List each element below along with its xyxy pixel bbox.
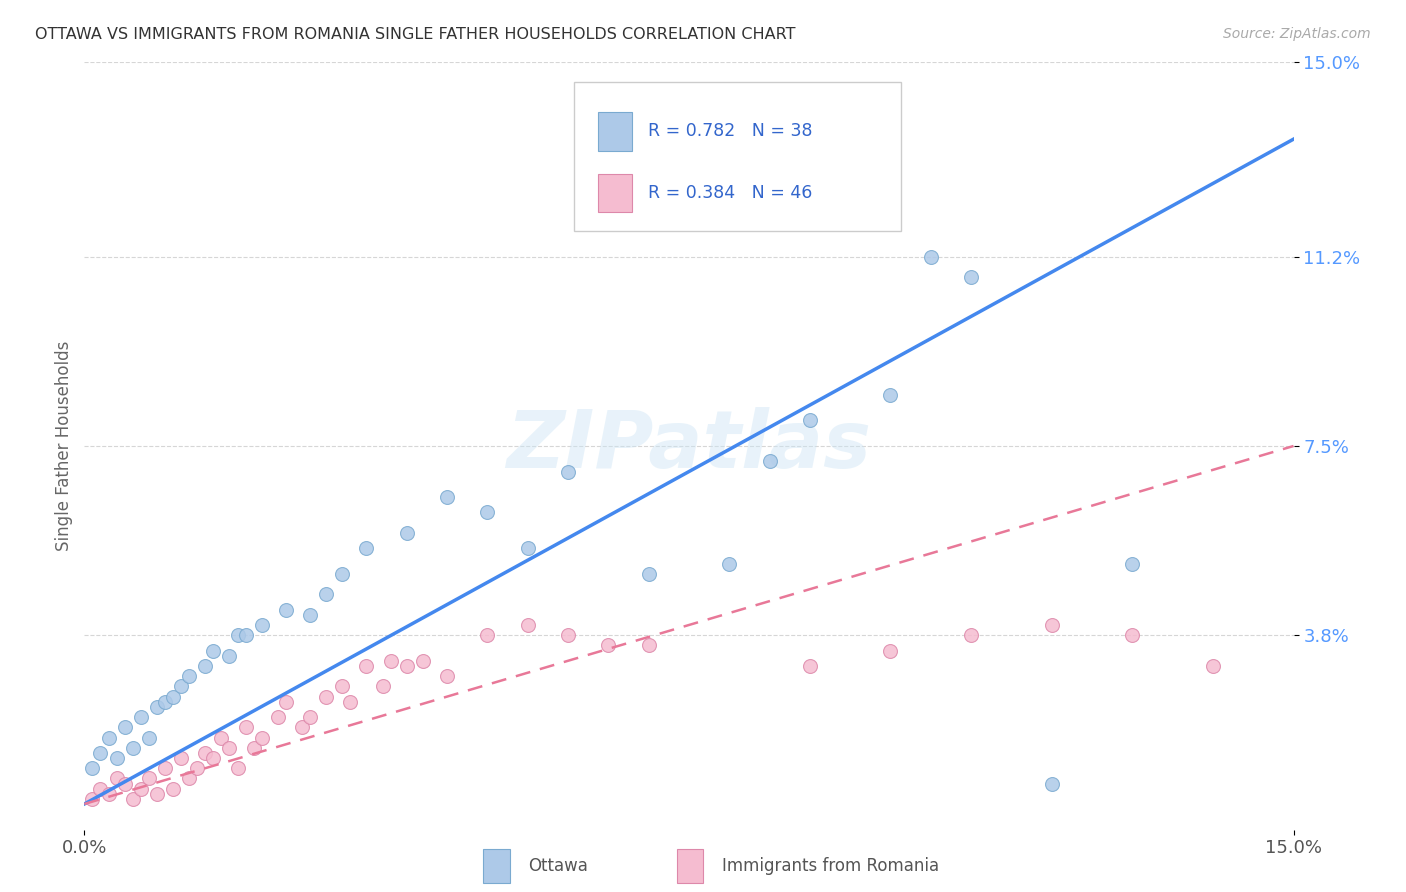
Point [371,679,394,693]
Point [226,628,249,642]
Point [330,679,353,693]
Point [758,454,780,468]
Point [202,751,225,765]
Point [1121,628,1143,642]
Point [356,541,378,556]
Point [291,720,314,734]
Point [170,751,193,765]
Point [799,413,821,427]
Point [153,761,176,775]
Point [879,643,901,657]
Point [718,557,741,571]
Y-axis label: Single Father Households: Single Father Households [55,341,73,551]
Point [395,525,418,540]
Point [637,566,659,581]
Text: Ottawa: Ottawa [529,857,588,875]
Point [218,648,240,663]
Point [250,618,273,632]
Point [121,740,143,755]
Text: Source: ZipAtlas.com: Source: ZipAtlas.com [1223,27,1371,41]
Point [235,628,257,642]
FancyBboxPatch shape [676,849,703,883]
Point [162,781,184,796]
Point [194,659,217,673]
Point [179,669,201,683]
Point [274,695,297,709]
Point [242,740,264,755]
Point [960,628,983,642]
Point [146,699,169,714]
FancyBboxPatch shape [599,112,633,151]
Text: OTTAWA VS IMMIGRANTS FROM ROMANIA SINGLE FATHER HOUSEHOLDS CORRELATION CHART: OTTAWA VS IMMIGRANTS FROM ROMANIA SINGLE… [35,27,796,42]
Point [960,270,983,285]
Point [339,695,361,709]
Text: R = 0.384   N = 46: R = 0.384 N = 46 [648,184,813,202]
Point [235,720,257,734]
Point [330,566,353,581]
Point [179,772,201,786]
Point [146,787,169,801]
Point [82,761,104,775]
Point [105,751,128,765]
Point [267,710,290,724]
FancyBboxPatch shape [599,174,633,212]
Point [202,643,225,657]
Point [89,746,111,760]
Point [799,659,821,673]
Point [129,710,152,724]
Point [557,465,579,479]
Point [250,731,273,745]
Point [436,669,458,683]
Point [1202,659,1225,673]
Point [299,710,322,724]
Point [920,250,942,264]
Point [114,720,136,734]
Point [121,792,143,806]
Point [1040,776,1063,790]
Point [82,792,104,806]
Point [299,607,322,622]
Text: ZIPatlas: ZIPatlas [506,407,872,485]
FancyBboxPatch shape [484,849,510,883]
Point [186,761,208,775]
Point [129,781,152,796]
Point [138,772,160,786]
Point [209,731,232,745]
Point [380,654,402,668]
Text: Immigrants from Romania: Immigrants from Romania [721,857,939,875]
Point [395,659,418,673]
Point [637,639,659,653]
Point [138,731,160,745]
Point [557,628,579,642]
Point [226,761,249,775]
Point [516,541,538,556]
Point [194,746,217,760]
Point [105,772,128,786]
Point [356,659,378,673]
FancyBboxPatch shape [574,82,901,231]
Point [516,618,538,632]
Point [274,602,297,616]
Point [477,506,499,520]
Point [170,679,193,693]
Point [315,587,337,601]
Point [162,690,184,704]
Point [218,740,240,755]
Point [477,628,499,642]
Point [412,654,434,668]
Point [436,490,458,504]
Point [97,787,120,801]
Point [1040,618,1063,632]
Point [97,731,120,745]
Point [89,781,111,796]
Point [114,776,136,790]
Point [1121,557,1143,571]
Text: R = 0.782   N = 38: R = 0.782 N = 38 [648,122,813,140]
Point [598,639,620,653]
Point [153,695,176,709]
Point [879,388,901,402]
Point [315,690,337,704]
